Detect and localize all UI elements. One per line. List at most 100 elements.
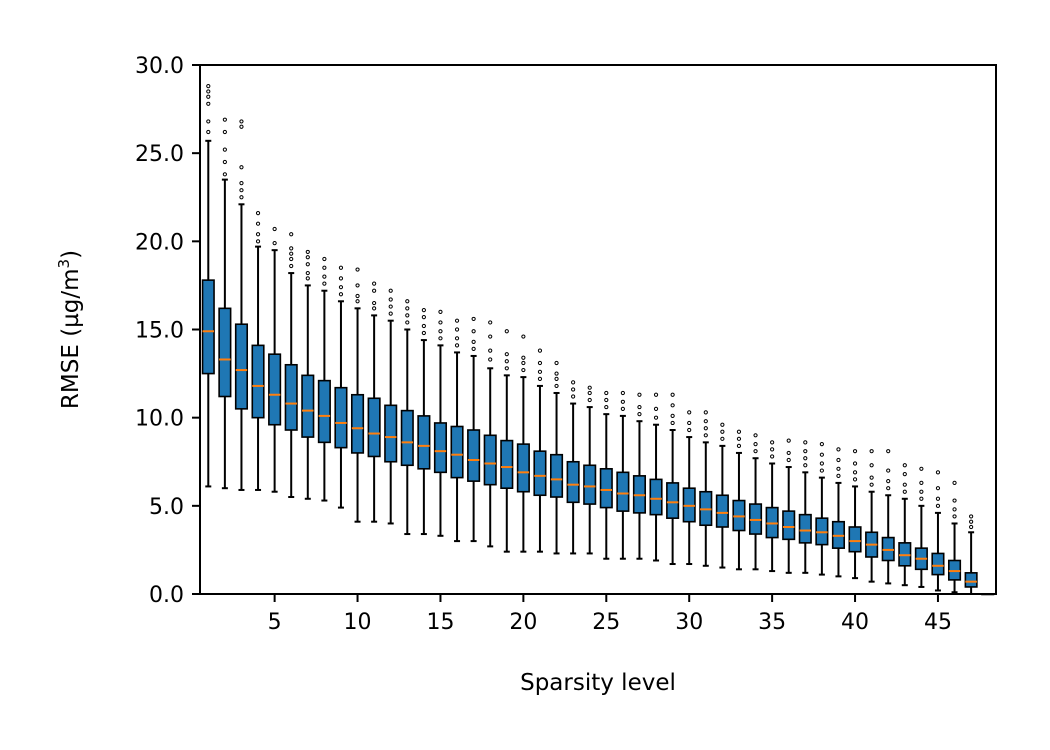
- box-group-28: [649, 423, 663, 562]
- box: [964, 572, 978, 588]
- box-group-38: [815, 476, 829, 576]
- flier-point: [438, 309, 443, 314]
- box-group-37: [798, 471, 812, 574]
- flier-point: [255, 239, 261, 244]
- y-axis-label-main: RMSE (µg/m: [58, 268, 84, 409]
- flier-point: [836, 473, 841, 478]
- flier-point: [653, 415, 659, 420]
- box: [400, 409, 414, 467]
- box-group-13: [400, 328, 414, 536]
- flier-point: [637, 412, 642, 417]
- box: [599, 468, 613, 509]
- flier-point: [405, 320, 410, 325]
- box: [549, 453, 564, 498]
- flier-point: [869, 463, 874, 468]
- box-group-18: [483, 367, 497, 548]
- x-axis-ticks: 5 10 15 20 25 30 35 40 45: [268, 594, 952, 635]
- box-group-46: [947, 522, 962, 594]
- flier-point: [206, 84, 211, 89]
- flier-point: [886, 486, 891, 491]
- y-tick-label: 10.0: [135, 407, 184, 432]
- box: [516, 443, 530, 493]
- flier-point: [289, 263, 294, 269]
- flier-point: [438, 320, 443, 325]
- box: [616, 471, 630, 512]
- box: [284, 363, 298, 431]
- flier-point: [736, 429, 742, 434]
- flier-point: [421, 330, 426, 336]
- box-group-2: [218, 178, 232, 490]
- flier-point: [454, 318, 460, 323]
- box-group-41: [865, 490, 879, 583]
- flier-point: [222, 129, 227, 135]
- flier-point: [388, 304, 393, 309]
- flier-point: [222, 117, 227, 122]
- flier-point: [637, 392, 642, 397]
- flier-point: [819, 468, 824, 473]
- flier-point: [720, 429, 725, 434]
- flier-point: [305, 270, 310, 276]
- fliers-layer: [206, 84, 974, 530]
- flier-point: [670, 420, 675, 426]
- flier-point: [620, 406, 625, 411]
- flier-point: [454, 327, 460, 332]
- flier-point: [421, 323, 426, 329]
- flier-point: [504, 329, 509, 334]
- x-tick-label: 45: [924, 610, 952, 635]
- box: [417, 415, 431, 470]
- y-axis-label-superscript: 3: [55, 259, 73, 269]
- flier-point: [388, 311, 393, 316]
- flier-point: [736, 436, 742, 441]
- flier-point: [786, 457, 791, 463]
- box-group-43: [898, 497, 912, 587]
- flier-point: [620, 390, 625, 396]
- box-group-36: [782, 466, 796, 574]
- box: [450, 425, 464, 479]
- flier-point: [488, 348, 493, 353]
- flier-point: [902, 482, 907, 487]
- flier-point: [869, 449, 874, 454]
- flier-point: [322, 265, 327, 270]
- flier-point: [372, 288, 377, 293]
- flier-point: [836, 457, 841, 463]
- y-axis-label-close: ): [58, 250, 84, 259]
- flier-point: [952, 507, 957, 512]
- flier-point: [338, 285, 344, 290]
- flier-point: [753, 449, 758, 454]
- box-group-44: [914, 504, 928, 588]
- flier-point: [438, 336, 443, 341]
- flier-point: [736, 443, 742, 448]
- flier-point: [604, 397, 609, 403]
- box: [483, 434, 497, 486]
- y-tick-label: 0.0: [149, 583, 184, 608]
- flier-point: [388, 297, 393, 302]
- flier-point: [786, 450, 791, 456]
- flier-point: [720, 436, 725, 441]
- x-tick-label: 20: [509, 610, 537, 635]
- flier-point: [454, 343, 460, 348]
- x-tick-label: 35: [758, 610, 786, 635]
- y-tick-label: 30.0: [135, 54, 184, 79]
- flier-point: [587, 385, 592, 390]
- flier-point: [355, 267, 360, 272]
- flier-point: [852, 461, 858, 466]
- x-tick-label: 40: [841, 610, 869, 635]
- flier-point: [471, 346, 476, 351]
- flier-point: [521, 360, 526, 366]
- box: [848, 526, 862, 553]
- box-group-1: [201, 139, 215, 488]
- flier-point: [338, 265, 344, 270]
- flier-point: [471, 316, 476, 322]
- flier-point: [289, 232, 294, 237]
- flier-point: [289, 246, 294, 251]
- y-tick-label: 15.0: [135, 319, 184, 344]
- flier-point: [355, 299, 360, 304]
- box-group-11: [367, 314, 381, 523]
- box: [782, 510, 796, 541]
- flier-point: [289, 256, 294, 262]
- flier-point: [653, 406, 659, 411]
- box: [234, 323, 249, 410]
- box: [533, 450, 547, 497]
- flier-point: [554, 360, 559, 366]
